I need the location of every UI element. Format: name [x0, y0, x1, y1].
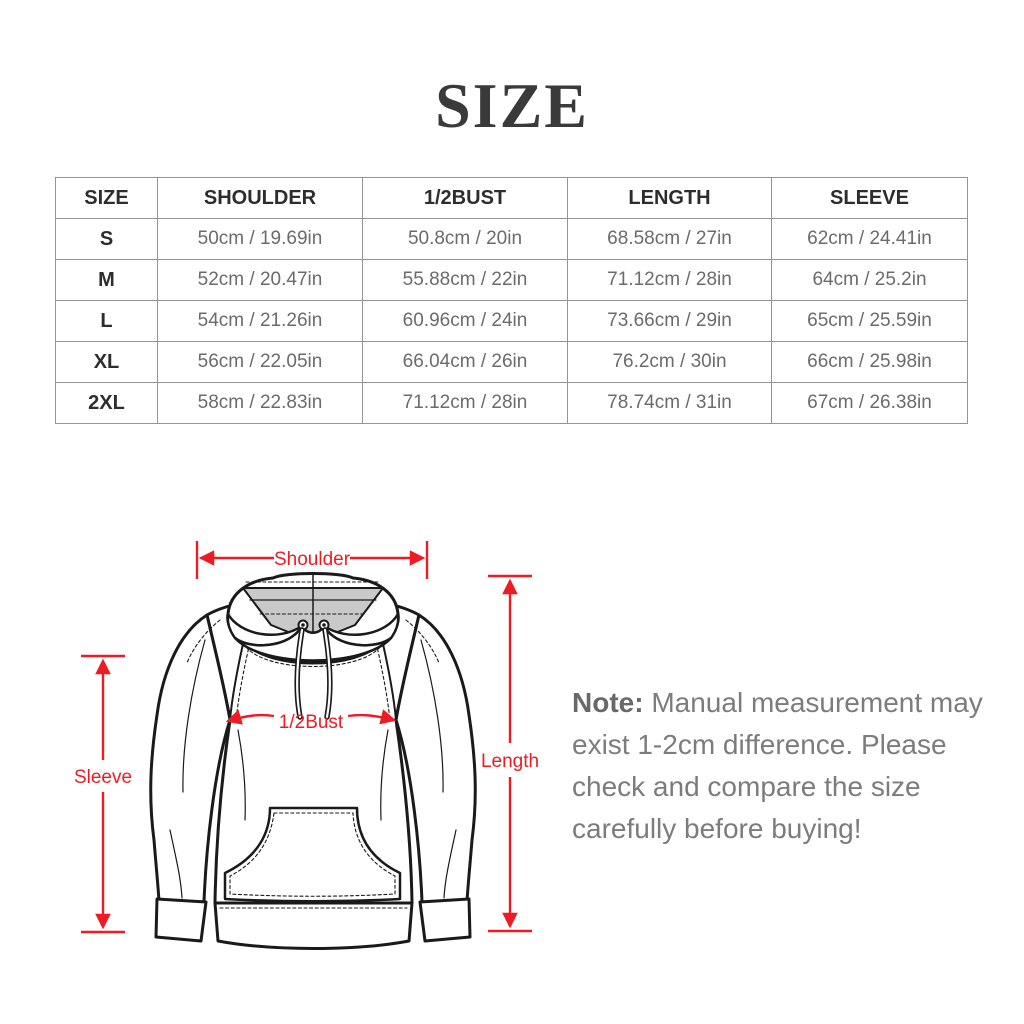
- note-line: exist 1-2cm difference. Please: [572, 729, 947, 760]
- table-cell: 71.12cm / 28in: [567, 259, 772, 301]
- col-header-length: LENGTH: [567, 177, 772, 219]
- col-header-shoulder: SHOULDER: [157, 177, 363, 219]
- table-row: XL 56cm / 22.05in 66.04cm / 26in 76.2cm …: [55, 341, 968, 383]
- table-cell: 64cm / 25.2in: [771, 259, 968, 301]
- table-row: S 50cm / 19.69in 50.8cm / 20in 68.58cm /…: [55, 218, 968, 260]
- table-row: M 52cm / 20.47in 55.88cm / 22in 71.12cm …: [55, 259, 968, 301]
- pocket-stitch: [229, 812, 396, 897]
- table-cell: 50cm / 19.69in: [157, 218, 363, 260]
- size-cell: L: [55, 300, 158, 342]
- table-cell: 56cm / 22.05in: [157, 341, 363, 383]
- size-diagram: Shoulder 1/2Bust Length Sleeve: [74, 541, 539, 950]
- note-line: Note: Manual measurement may: [572, 682, 983, 724]
- size-cell: M: [55, 259, 158, 301]
- table-cell: 76.2cm / 30in: [567, 341, 772, 383]
- size-cell: XL: [55, 341, 158, 383]
- note-text: Note: Manual measurement may exist 1-2cm…: [572, 682, 983, 850]
- col-header-sleeve: SLEEVE: [771, 177, 968, 219]
- table-cell: 73.66cm / 29in: [567, 300, 772, 342]
- table-cell: 54cm / 21.26in: [157, 300, 363, 342]
- table-row: L 54cm / 21.26in 60.96cm / 24in 73.66cm …: [55, 300, 968, 342]
- fabric-creases: [169, 639, 457, 899]
- table-cell: 62cm / 24.41in: [771, 218, 968, 260]
- dimension-length: Length: [481, 574, 539, 933]
- note-line: check and compare the size: [572, 771, 921, 802]
- hoodie-illustration: [149, 572, 477, 950]
- size-cell: 2XL: [55, 382, 158, 424]
- table-cell: 71.12cm / 28in: [362, 382, 568, 424]
- note-label: Note:: [572, 687, 644, 718]
- table-cell: 60.96cm / 24in: [362, 300, 568, 342]
- dimension-shoulder: Shoulder: [195, 541, 429, 579]
- shoulder-arrow-label: Shoulder: [274, 549, 351, 570]
- bust-arrow-label: 1/2Bust: [279, 712, 344, 733]
- sleeve-arrow-label: Sleeve: [74, 767, 132, 788]
- waistband: [213, 901, 414, 950]
- col-header-size: SIZE: [55, 177, 158, 219]
- table-cell: 58cm / 22.83in: [157, 382, 363, 424]
- size-table: SIZE SHOULDER 1/2BUST LENGTH SLEEVE S 50…: [55, 177, 968, 424]
- note-line: carefully before buying!: [572, 813, 862, 844]
- right-cuff: [418, 897, 472, 943]
- hood: [226, 572, 400, 720]
- collar-body: [233, 624, 393, 662]
- left-cuff: [154, 897, 208, 943]
- drawstrings: [294, 619, 333, 720]
- length-arrow-label: Length: [481, 751, 539, 772]
- dimension-bust: 1/2Bust: [225, 709, 397, 733]
- table-cell: 55.88cm / 22in: [362, 259, 568, 301]
- note-line-text: Manual measurement may: [651, 687, 983, 718]
- size-cell: S: [55, 218, 158, 260]
- table-cell: 66.04cm / 26in: [362, 341, 568, 383]
- table-cell: 52cm / 20.47in: [157, 259, 363, 301]
- table-cell: 66cm / 25.98in: [771, 341, 968, 383]
- table-cell: 68.58cm / 27in: [567, 218, 772, 260]
- table-header-row: SIZE SHOULDER 1/2BUST LENGTH SLEEVE: [55, 177, 968, 219]
- table-row: 2XL 58cm / 22.83in 71.12cm / 28in 78.74c…: [55, 382, 968, 424]
- table-cell: 65cm / 25.59in: [771, 300, 968, 342]
- page-title: SIZE: [435, 70, 589, 141]
- col-header-bust: 1/2BUST: [362, 177, 568, 219]
- dimension-sleeve: Sleeve: [74, 654, 132, 934]
- table-cell: 50.8cm / 20in: [362, 218, 568, 260]
- table-cell: 67cm / 26.38in: [771, 382, 968, 424]
- table-cell: 78.74cm / 31in: [567, 382, 772, 424]
